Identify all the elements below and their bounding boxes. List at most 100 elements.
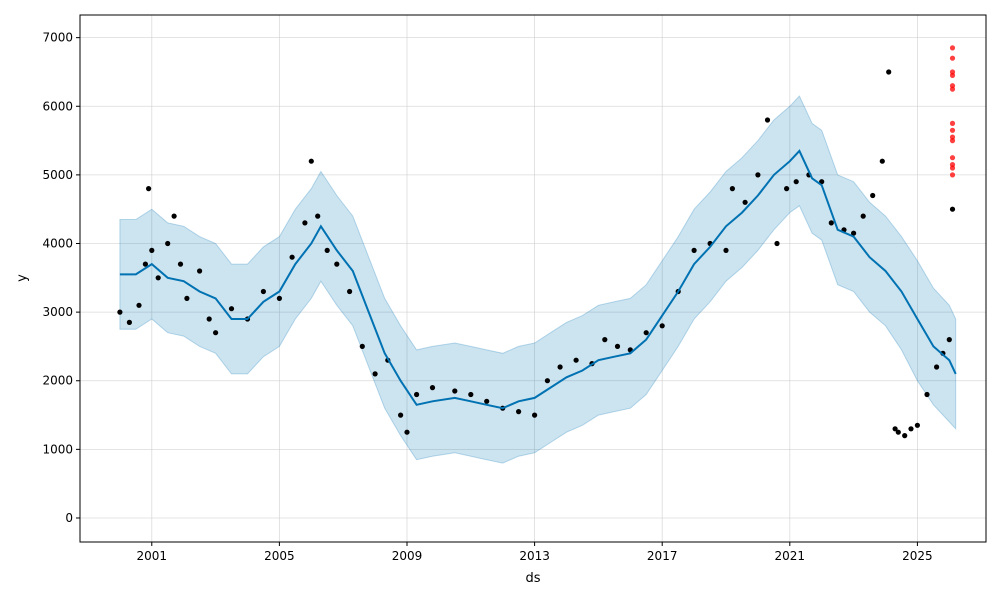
observed-point — [126, 319, 132, 325]
observed-point — [149, 247, 155, 253]
observed-point — [557, 364, 563, 370]
plot-background — [80, 15, 986, 542]
observed-point — [924, 391, 930, 398]
observed-point — [372, 371, 378, 377]
uncertainty-band — [119, 95, 957, 464]
anomaly-point — [949, 138, 956, 144]
observed-point — [228, 306, 235, 312]
y-axis-ticks: 0 1000 2000 3000 4000 5000 6000 7000 — [42, 31, 80, 525]
observed-point — [819, 179, 825, 185]
anomaly-point — [949, 155, 956, 161]
x-axis-label: ds — [525, 571, 540, 586]
anomaly-points — [949, 45, 956, 178]
observed-point — [895, 429, 901, 435]
grid-lines — [80, 15, 986, 542]
observed-point — [404, 429, 410, 435]
observed-point — [886, 69, 892, 75]
forecast-line — [119, 149, 957, 410]
observed-point — [908, 426, 914, 432]
observed-point — [691, 247, 697, 253]
observed-point — [902, 433, 908, 439]
x-tick-label: 2025 — [902, 549, 933, 563]
anomaly-point — [949, 172, 956, 178]
observed-point — [764, 117, 771, 123]
anomaly-point — [949, 72, 956, 78]
y-tick-label: 3000 — [42, 305, 73, 319]
observed-point — [117, 309, 123, 315]
observed-point — [934, 364, 940, 370]
observed-point — [723, 247, 729, 253]
observed-point — [742, 199, 748, 205]
observed-point — [729, 186, 736, 192]
observed-point — [347, 288, 353, 295]
observed-point — [860, 213, 866, 219]
x-tick-label: 2021 — [775, 549, 806, 563]
observed-point — [949, 206, 956, 212]
observed-point — [484, 398, 490, 404]
anomaly-point — [949, 55, 956, 61]
observed-point — [276, 295, 282, 301]
observed-point — [359, 343, 365, 349]
observed-point — [142, 261, 148, 267]
observed-point — [315, 213, 321, 219]
observed-point — [177, 261, 184, 267]
observed-point — [602, 337, 608, 343]
observed-point — [573, 357, 579, 363]
observed-point — [516, 409, 522, 415]
observed-point — [165, 240, 171, 247]
y-tick-label: 1000 — [42, 442, 73, 456]
observed-point — [206, 316, 212, 322]
anomaly-point — [949, 165, 956, 171]
observed-point — [643, 330, 649, 336]
observed-point — [914, 422, 921, 428]
y-tick-label: 5000 — [42, 168, 73, 182]
x-tick-label: 2017 — [647, 549, 678, 563]
observed-point — [398, 412, 404, 418]
observed-point — [452, 388, 458, 394]
observed-point — [155, 275, 161, 281]
observed-point — [197, 268, 203, 274]
observed-point — [784, 186, 790, 192]
observed-point — [414, 391, 420, 398]
plot-frame — [79, 14, 987, 543]
x-tick-label: 2013 — [519, 549, 550, 563]
y-tick-label: 4000 — [42, 237, 73, 251]
y-axis-label: y — [15, 274, 30, 282]
observed-point — [289, 254, 295, 260]
y-tick-label: 0 — [65, 511, 73, 525]
observed-point — [171, 213, 177, 219]
observed-point — [544, 378, 551, 384]
observed-point — [532, 412, 538, 418]
observed-point — [892, 426, 898, 432]
y-tick-label: 7000 — [42, 31, 73, 45]
observed-point — [793, 179, 799, 185]
forecast-line-group — [119, 149, 957, 410]
observed-point — [136, 302, 142, 308]
observed-point — [828, 220, 834, 226]
observed-point — [146, 186, 152, 192]
observed-points — [117, 69, 956, 439]
observed-point — [755, 172, 761, 178]
observed-point — [870, 192, 876, 199]
observed-point — [879, 158, 885, 164]
x-tick-label: 2009 — [392, 549, 423, 563]
observed-point — [308, 158, 314, 164]
observed-point — [213, 330, 219, 336]
observed-point — [851, 230, 857, 236]
observed-point — [324, 247, 330, 253]
anomaly-point — [949, 127, 956, 133]
observed-point — [659, 323, 665, 329]
observed-point — [614, 343, 621, 349]
observed-point — [260, 288, 266, 295]
observed-point — [946, 337, 952, 343]
uncertainty-area — [119, 95, 957, 464]
y-tick-label: 6000 — [42, 99, 73, 113]
y-tick-label: 2000 — [42, 374, 73, 388]
anomaly-point — [949, 45, 956, 51]
x-tick-label: 2005 — [264, 549, 295, 563]
observed-point — [429, 385, 436, 391]
anomaly-point — [949, 120, 956, 126]
x-tick-label: 2001 — [137, 549, 168, 563]
anomaly-point — [949, 86, 956, 92]
